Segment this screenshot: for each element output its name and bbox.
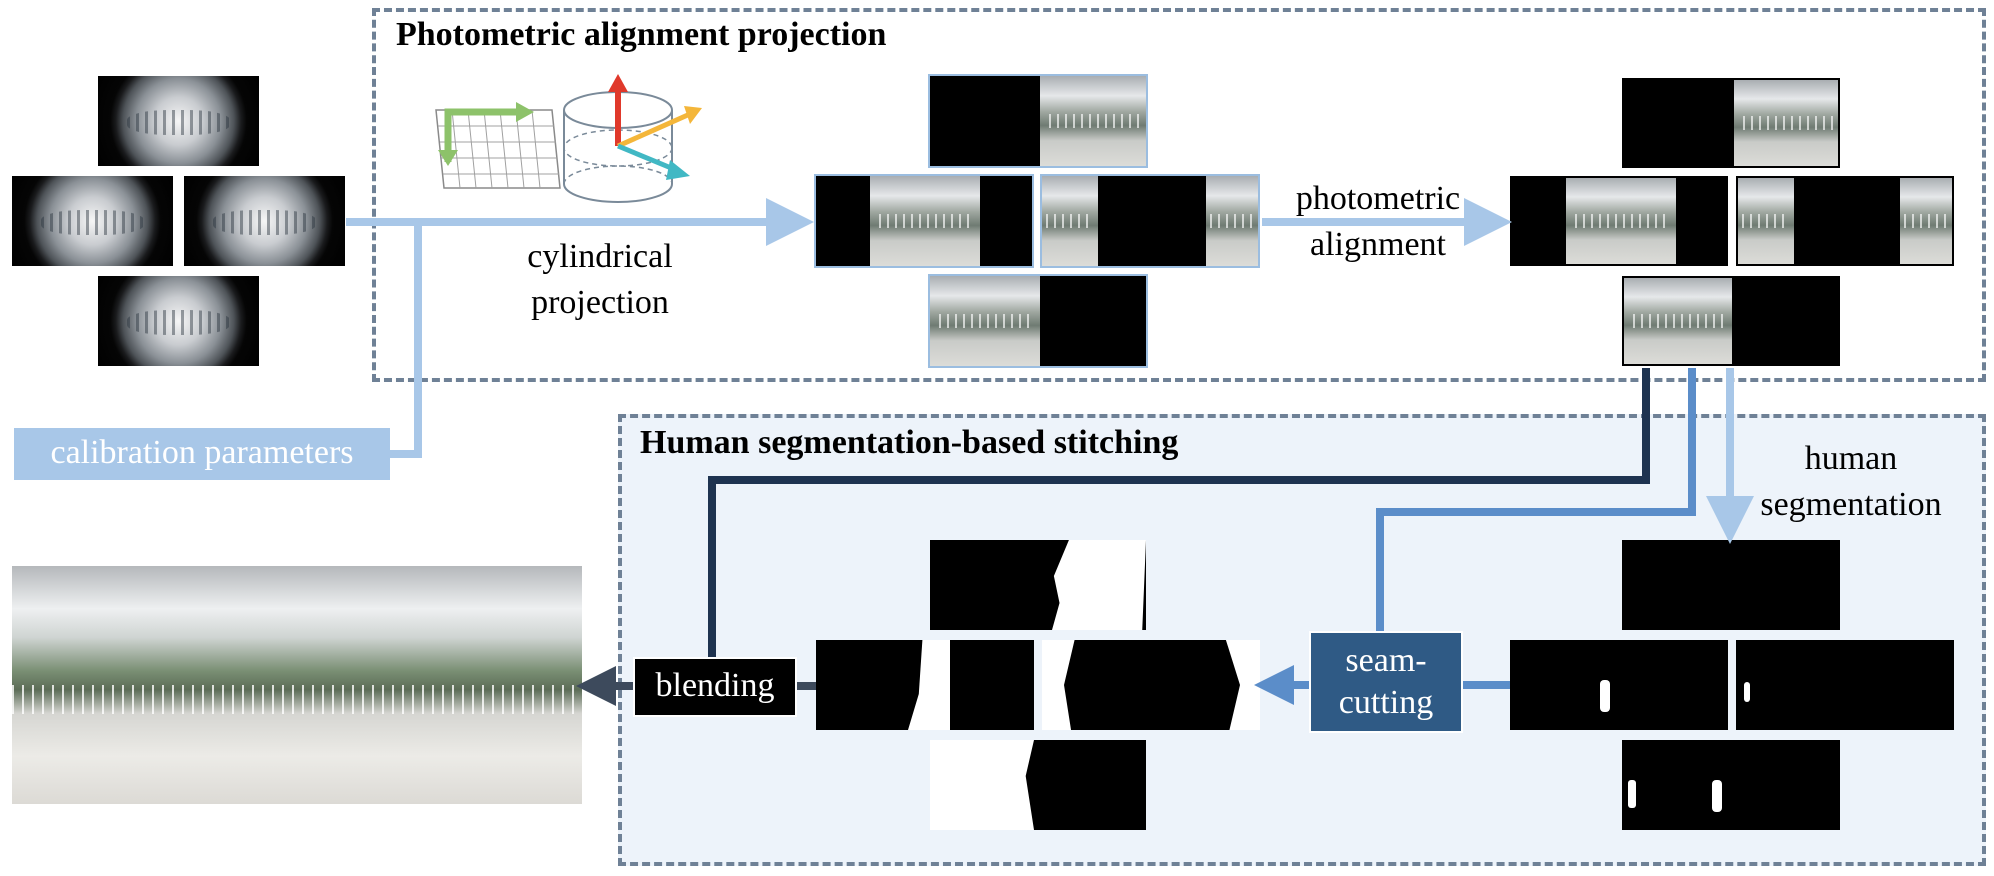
cylindrical-label-line-1: cylindrical: [527, 238, 673, 275]
aligned-image-left: [1510, 176, 1728, 266]
seam-mask-right: [1042, 640, 1260, 730]
projected-image-top: [928, 74, 1148, 168]
seam-cutting-line-1: seam-: [1345, 642, 1427, 679]
seam-cutting-line-2: cutting: [1338, 684, 1434, 721]
photometric-label-line-1: photometric: [1295, 180, 1461, 217]
aligned-image-bottom: [1622, 276, 1840, 366]
photometric-panel-title: Photometric alignment projection: [396, 16, 887, 53]
seam-mask-bottom: [930, 740, 1146, 830]
calibration-parameters-box: calibration parameters: [14, 428, 390, 480]
aligned-image-top: [1622, 78, 1840, 168]
seam-mask-left: [816, 640, 1034, 730]
projected-image-left: [814, 174, 1034, 268]
projected-image-bottom: [928, 274, 1148, 368]
cylindrical-projection-label: cylindrical projection: [510, 234, 690, 326]
fisheye-image-bottom: [98, 276, 259, 366]
segmentation-mask-left: [1510, 640, 1728, 730]
human-label-line-2: segmentation: [1760, 486, 1942, 523]
photometric-alignment-label: photometric alignment: [1278, 176, 1478, 268]
human-label-line-1: human: [1804, 440, 1898, 477]
segmentation-mask-right: [1736, 640, 1954, 730]
blending-box: blending: [633, 657, 797, 717]
seam-cutting-box: seam- cutting: [1309, 631, 1463, 733]
human-segmentation-label: human segmentation: [1746, 436, 1956, 528]
final-panorama-image: [12, 566, 582, 804]
fisheye-image-top: [98, 76, 259, 166]
cylindrical-label-line-2: projection: [531, 284, 669, 321]
projected-image-right: [1040, 174, 1260, 268]
fisheye-image-right: [184, 176, 345, 266]
seam-mask-top: [930, 540, 1146, 630]
fisheye-image-left: [12, 176, 173, 266]
segmentation-panel-title: Human segmentation-based stitching: [640, 424, 1179, 461]
aligned-image-right: [1736, 176, 1954, 266]
segmentation-mask-top: [1622, 540, 1840, 630]
photometric-label-line-2: alignment: [1310, 226, 1446, 263]
segmentation-mask-bottom: [1622, 740, 1840, 830]
